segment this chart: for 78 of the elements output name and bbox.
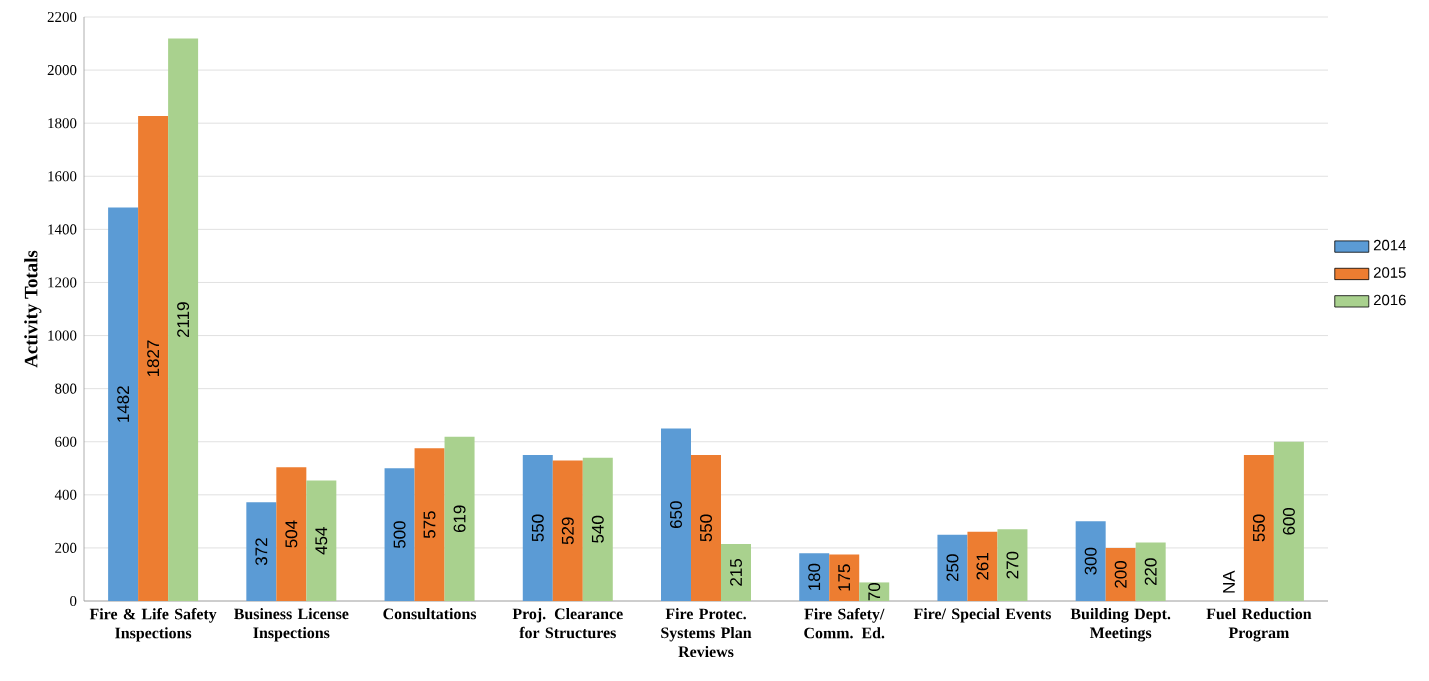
x-tick-label: Business License Inspections xyxy=(234,608,349,642)
bar xyxy=(384,468,415,601)
y-tick-label: 800 xyxy=(55,383,77,394)
bar xyxy=(582,457,613,601)
bar xyxy=(829,554,860,601)
bar xyxy=(414,448,445,601)
bar xyxy=(276,467,307,601)
x-tick-label: Fire Safety/ Comm. Ed. xyxy=(804,608,885,639)
bar xyxy=(997,529,1028,601)
x-tick-label: Building Dept. Meetings xyxy=(1070,608,1171,642)
bar xyxy=(1105,547,1136,601)
data-label: 175 xyxy=(838,564,851,591)
bar xyxy=(859,582,890,601)
bar xyxy=(937,534,968,601)
data-label: 550 xyxy=(531,514,544,542)
bar xyxy=(246,502,277,601)
data-label: 454 xyxy=(315,527,328,555)
bar xyxy=(552,460,583,601)
bar xyxy=(721,543,751,601)
data-label: 529 xyxy=(561,517,574,545)
data-label: 220 xyxy=(1144,558,1157,586)
data-label: 540 xyxy=(591,515,604,543)
bar xyxy=(1135,542,1166,601)
data-label: 650 xyxy=(670,501,682,528)
x-tick-label: Proj. Clearance for Structures xyxy=(512,608,623,639)
data-label: 2119 xyxy=(177,302,190,338)
x-tick-label: Fire & Life Safety Inspections xyxy=(89,608,217,642)
x-tick-label: Consultations xyxy=(383,608,477,620)
text: NA xyxy=(1223,570,1235,593)
legend-label: 2014 xyxy=(1373,239,1406,251)
y-tick-label: 1200 xyxy=(48,277,77,288)
data-label: 500 xyxy=(393,521,406,549)
data-label: 1482 xyxy=(117,386,130,422)
y-tick-label: 1400 xyxy=(48,224,77,235)
y-axis-title: Activity Totals xyxy=(24,250,42,368)
y-tick-label: 1800 xyxy=(48,118,77,129)
bar xyxy=(1243,455,1274,601)
data-label: 550 xyxy=(1252,514,1265,542)
data-label: 250 xyxy=(946,554,959,582)
data-label: 300 xyxy=(1084,547,1097,575)
y-tick-label: 1600 xyxy=(48,171,77,182)
data-label: 504 xyxy=(285,520,298,548)
bar xyxy=(661,428,691,601)
data-label: 619 xyxy=(453,505,466,533)
data-label: 270 xyxy=(1006,551,1019,579)
bar xyxy=(522,455,553,601)
y-tick-label: 0 xyxy=(70,595,77,607)
data-label: 1827 xyxy=(147,340,160,377)
y-tick-label: 2000 xyxy=(47,65,77,76)
bar xyxy=(168,38,199,601)
bar xyxy=(306,480,337,601)
data-label: 600 xyxy=(1282,507,1295,535)
legend-label: 2016 xyxy=(1373,294,1406,306)
data-label: 261 xyxy=(976,553,989,580)
x-tick-label: Fire Protec. Systems Plan Reviews xyxy=(661,608,752,658)
y-tick-label: 2200 xyxy=(47,11,77,23)
data-label: 215 xyxy=(730,559,742,586)
legend-label: 2015 xyxy=(1373,267,1406,278)
y-tick-label: 200 xyxy=(55,542,77,553)
bar xyxy=(799,553,830,601)
bar xyxy=(108,207,139,601)
x-tick-label: Fire/ Special Events xyxy=(913,608,1051,623)
data-label: 180 xyxy=(808,563,821,590)
data-label: 575 xyxy=(423,511,436,539)
data-label: 372 xyxy=(255,538,268,566)
x-tick-label: Fuel Reduction Program xyxy=(1206,608,1312,642)
bar xyxy=(1273,441,1304,601)
y-tick-label: 1000 xyxy=(48,330,77,341)
data-label: 550 xyxy=(700,514,712,542)
y-tick-label: 600 xyxy=(55,436,77,447)
bar xyxy=(444,436,475,601)
data-label: 70 xyxy=(868,582,881,601)
bar xyxy=(691,455,721,601)
bar xyxy=(1075,521,1106,601)
bar xyxy=(138,116,169,601)
data-label: 200 xyxy=(1114,561,1127,588)
bar xyxy=(967,531,998,601)
y-tick-label: 400 xyxy=(54,489,77,500)
